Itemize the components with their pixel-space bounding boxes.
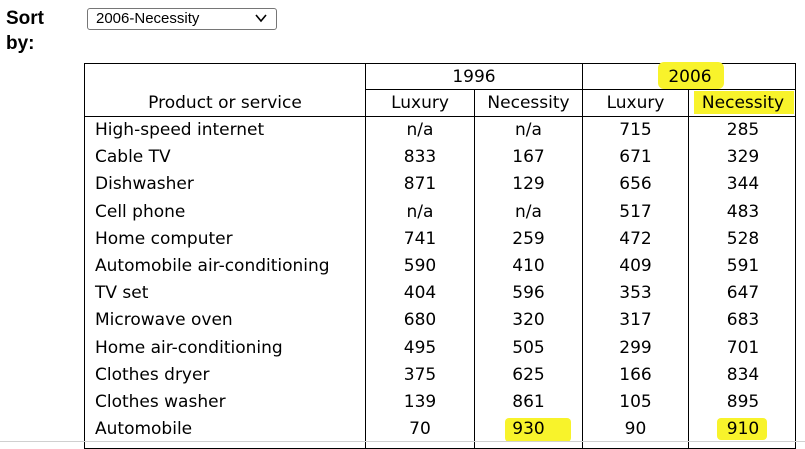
cell-2006-necessity: 701 (726, 337, 760, 358)
cell-2006-luxury: 517 (619, 201, 652, 222)
cell-2006-necessity: 285 (726, 120, 760, 140)
cell-1996-necessity: n/a (515, 201, 542, 222)
cell-2006-luxury: 105 (619, 392, 652, 412)
cell-product: Microwave oven (95, 310, 233, 331)
cell-2006-necessity: 834 (726, 364, 760, 385)
cell-2006-luxury: 472 (619, 228, 652, 249)
cell-2006-necessity: 483 (726, 201, 760, 222)
cell-2006-necessity: 329 (726, 147, 760, 168)
cell-product: TV set (95, 283, 149, 304)
cell-1996-necessity: 625 (512, 364, 545, 385)
header-divider (85, 116, 795, 117)
header-2006-necessity-highlight (694, 91, 794, 114)
cell-2006-necessity: 895 (726, 392, 760, 412)
cell-product: Clothes dryer (95, 364, 210, 385)
cell-product: High-speed internet (95, 120, 265, 140)
header-1996-luxury: Luxury (391, 93, 449, 113)
cell-2006-luxury: 353 (619, 283, 652, 304)
cell-1996-luxury: 375 (403, 364, 437, 385)
cell-1996-luxury: n/a (406, 120, 434, 140)
cell-1996-luxury: 404 (403, 283, 437, 304)
cell-1996-luxury: 70 (409, 419, 431, 440)
cell-1996-luxury: 680 (403, 310, 437, 331)
cell-1996-necessity: 167 (512, 147, 545, 168)
cell-1996-luxury: 139 (403, 392, 437, 412)
sort-select[interactable]: 2006-Necessity (87, 8, 277, 30)
cell-2006-necessity: 528 (726, 228, 760, 249)
cell-product: Cell phone (95, 201, 186, 222)
cell-2006-luxury: 671 (619, 147, 652, 168)
cell-2006-necessity: 344 (726, 174, 760, 195)
cell-2006-necessity: 910 (726, 419, 760, 440)
year-2006-header: 2006 (668, 67, 712, 87)
cell-1996-luxury: 833 (403, 147, 437, 168)
cell-2006-necessity: 591 (726, 256, 760, 276)
cell-1996-luxury: 871 (403, 174, 437, 195)
column-divider (582, 64, 583, 448)
cell-1996-necessity: 410 (512, 256, 545, 276)
column-divider (365, 64, 366, 448)
luxury-necessity-table: 1996 2006 Product or service Luxury Nece… (84, 62, 796, 449)
chevron-down-icon (255, 14, 267, 23)
divider (0, 441, 805, 442)
header-2006-necessity: Necessity (701, 93, 785, 113)
cell-910-highlight (717, 418, 767, 440)
cell-2006-necessity: 683 (726, 310, 760, 331)
cell-1996-necessity: 505 (512, 337, 545, 358)
cell-product: Clothes washer (95, 392, 226, 412)
cell-product: Automobile air-conditioning (95, 256, 330, 276)
cell-1996-necessity: 596 (512, 283, 545, 304)
cell-product: Dishwasher (95, 174, 194, 195)
cell-1996-luxury: 495 (403, 337, 437, 358)
sort-by-label: Sort by: (6, 8, 44, 54)
cell-product: Automobile (95, 419, 193, 440)
cell-2006-luxury: 166 (619, 364, 652, 385)
cell-1996-necessity: 861 (512, 392, 545, 412)
cell-1996-luxury: 590 (403, 256, 437, 276)
cell-2006-luxury: 656 (619, 174, 652, 195)
year-2006-highlight (658, 62, 724, 89)
cell-1996-luxury: n/a (406, 201, 434, 222)
year-1996-header: 1996 (452, 67, 496, 87)
cell-2006-luxury: 299 (619, 337, 652, 358)
cell-2006-luxury: 715 (619, 120, 652, 140)
sort-select-value: 2006-Necessity (96, 10, 200, 27)
cell-1996-necessity: 320 (512, 310, 545, 331)
cell-1996-necessity: n/a (515, 120, 542, 140)
cell-product: Home computer (95, 228, 233, 249)
cell-product: Home air-conditioning (95, 337, 283, 358)
column-divider (474, 89, 475, 448)
cell-1996-necessity: 930 (512, 419, 545, 440)
cell-2006-luxury: 409 (619, 256, 652, 276)
header-product: Product or service (148, 93, 302, 113)
cell-product: Cable TV (95, 147, 171, 168)
cell-2006-necessity: 647 (726, 283, 760, 304)
header-divider (365, 89, 795, 90)
column-divider (688, 89, 689, 448)
cell-1996-luxury: 741 (403, 228, 437, 249)
cell-930-highlight (505, 418, 571, 442)
header-1996-necessity: Necessity (487, 93, 570, 113)
cell-2006-luxury: 317 (619, 310, 652, 331)
header-2006-luxury: Luxury (606, 93, 665, 113)
cell-1996-necessity: 259 (512, 228, 545, 249)
cell-2006-luxury: 90 (624, 419, 647, 440)
cell-1996-necessity: 129 (512, 174, 545, 195)
